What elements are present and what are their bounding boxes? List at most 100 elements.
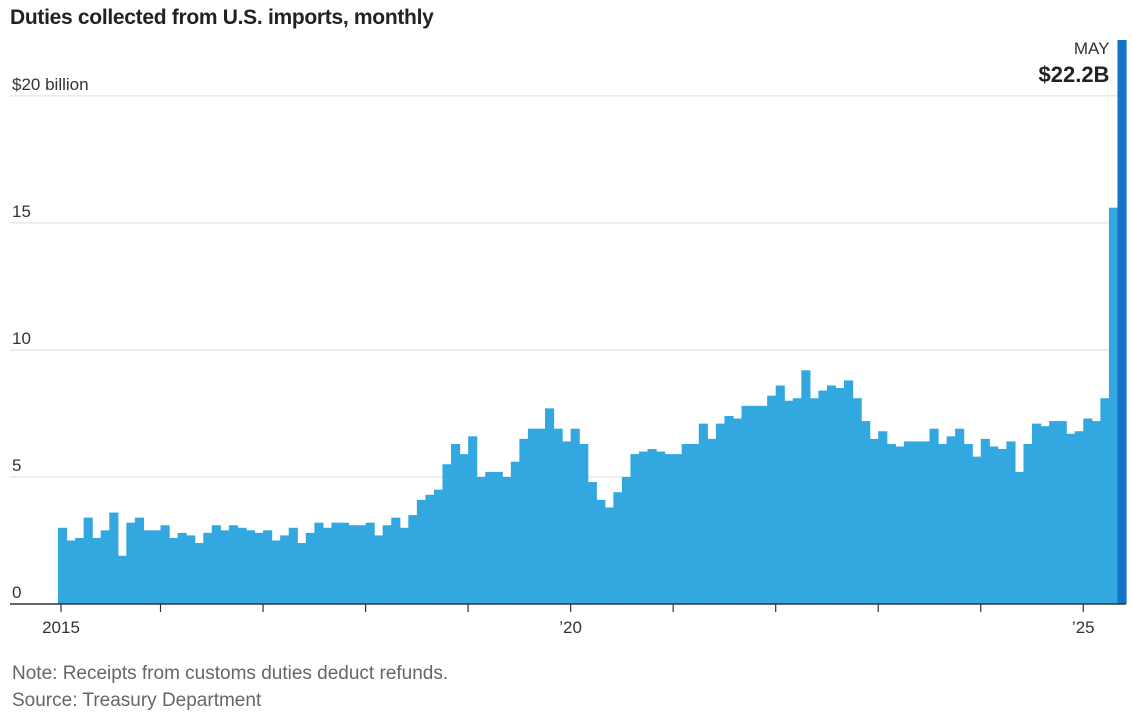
bar <box>681 443 691 604</box>
bar <box>758 405 768 604</box>
bar <box>1049 421 1059 604</box>
bar <box>861 421 871 604</box>
bar <box>75 537 85 604</box>
chart-source: Source: Treasury Department <box>12 690 262 711</box>
bar <box>374 535 384 604</box>
x-tick-label: ’20 <box>559 618 582 637</box>
bar <box>527 428 538 604</box>
bar <box>339 522 350 604</box>
bar <box>186 535 196 604</box>
bar <box>630 454 640 604</box>
bar <box>715 423 726 604</box>
bar-highlight <box>1117 40 1127 604</box>
bar <box>177 532 187 604</box>
bar <box>792 398 802 604</box>
bar <box>536 428 546 604</box>
bar <box>237 527 247 604</box>
bar <box>143 530 153 604</box>
bar <box>955 428 965 604</box>
bar <box>946 436 956 604</box>
y-axis-labels: 0 5 10 15 $20 billion <box>12 75 89 602</box>
gridlines <box>10 95 1126 478</box>
chart-title: Duties collected from U.S. imports, mont… <box>10 6 434 29</box>
bar <box>109 512 119 604</box>
bar <box>263 530 273 604</box>
bar <box>903 441 913 604</box>
bar <box>297 543 307 604</box>
bar <box>980 438 990 604</box>
y-tick-label: 15 <box>12 202 31 221</box>
bar <box>83 517 93 604</box>
bar <box>254 532 264 604</box>
bar <box>228 525 239 604</box>
bar <box>938 443 948 604</box>
y-tick-label: 10 <box>12 329 31 348</box>
bar <box>331 522 341 604</box>
bar <box>493 471 503 604</box>
annotation-month: MAY <box>1074 39 1110 58</box>
bar <box>92 537 102 604</box>
x-axis: 2015 ’20 ’25 <box>10 603 1126 637</box>
bar <box>741 405 751 604</box>
bar <box>100 530 110 604</box>
bar <box>271 540 281 604</box>
bar <box>963 443 973 604</box>
bar <box>502 476 512 604</box>
bar <box>852 398 862 604</box>
bar <box>468 436 478 604</box>
x-tick-label: ’25 <box>1072 618 1095 637</box>
bar <box>288 527 298 604</box>
bar <box>621 476 632 604</box>
bar <box>194 543 204 604</box>
bar <box>997 449 1007 604</box>
bar <box>784 400 794 604</box>
bar <box>399 527 409 604</box>
bar <box>451 443 461 604</box>
bar <box>613 492 623 604</box>
bar <box>972 456 982 604</box>
bar <box>1032 423 1042 604</box>
bar <box>801 370 811 604</box>
x-tick-label: 2015 <box>42 618 80 637</box>
bar <box>545 408 555 604</box>
bar <box>245 530 256 604</box>
bar <box>920 441 931 604</box>
bar <box>408 515 418 604</box>
bar <box>442 464 452 604</box>
bar <box>322 527 332 604</box>
bar <box>305 532 315 604</box>
bar <box>647 449 657 604</box>
bar <box>750 405 760 604</box>
bar <box>280 535 290 604</box>
bar <box>690 443 700 604</box>
bar <box>570 428 580 604</box>
bar <box>1074 431 1084 604</box>
bar <box>775 385 785 604</box>
bar <box>553 428 563 604</box>
bar <box>818 390 828 604</box>
bar <box>416 499 426 604</box>
bar <box>160 525 170 604</box>
bar <box>596 499 606 604</box>
bar <box>869 438 879 604</box>
bar <box>579 443 589 604</box>
bar <box>732 418 743 604</box>
bar <box>895 446 905 604</box>
bar <box>433 489 444 604</box>
bar <box>66 540 76 604</box>
latest-value-annotation: MAY $22.2B <box>1039 39 1110 87</box>
bar <box>151 530 162 604</box>
bar <box>826 385 837 604</box>
bar <box>1100 398 1110 604</box>
bar <box>220 530 230 604</box>
bar <box>886 443 896 604</box>
bar <box>1014 471 1025 604</box>
bar <box>314 522 324 604</box>
bar <box>562 441 572 604</box>
bar <box>1057 421 1067 604</box>
bar <box>1083 418 1093 604</box>
bar <box>698 423 708 604</box>
bar <box>382 525 392 604</box>
bar <box>510 461 520 604</box>
